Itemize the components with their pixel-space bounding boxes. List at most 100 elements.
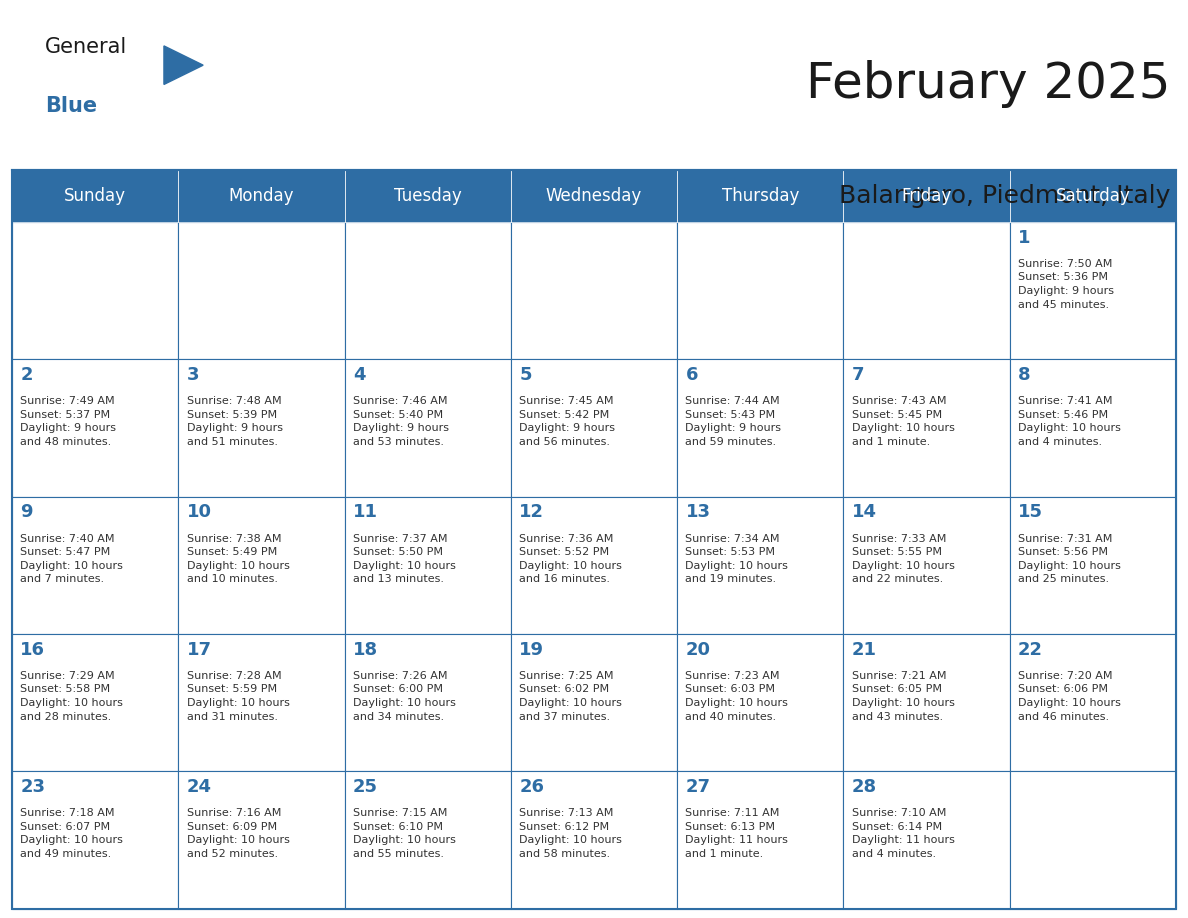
Bar: [12, 170, 178, 222]
Text: Sunrise: 7:49 AM
Sunset: 5:37 PM
Daylight: 9 hours
and 48 minutes.: Sunrise: 7:49 AM Sunset: 5:37 PM Dayligh…: [20, 397, 116, 447]
Text: 14: 14: [852, 503, 877, 521]
Text: 1: 1: [1018, 229, 1031, 247]
Text: 11: 11: [353, 503, 378, 521]
Bar: [1010, 360, 1176, 497]
Bar: [511, 634, 677, 771]
Text: Saturday: Saturday: [1056, 187, 1130, 205]
Bar: [12, 771, 178, 909]
Text: Wednesday: Wednesday: [545, 187, 643, 205]
Text: Sunrise: 7:13 AM
Sunset: 6:12 PM
Daylight: 10 hours
and 58 minutes.: Sunrise: 7:13 AM Sunset: 6:12 PM Dayligh…: [519, 808, 623, 859]
Text: 13: 13: [685, 503, 710, 521]
Bar: [178, 360, 345, 497]
Text: 9: 9: [20, 503, 33, 521]
Bar: [12, 360, 178, 497]
Text: Tuesday: Tuesday: [393, 187, 462, 205]
Text: Sunrise: 7:20 AM
Sunset: 6:06 PM
Daylight: 10 hours
and 46 minutes.: Sunrise: 7:20 AM Sunset: 6:06 PM Dayligh…: [1018, 671, 1121, 722]
Bar: [178, 771, 345, 909]
Text: Sunrise: 7:31 AM
Sunset: 5:56 PM
Daylight: 10 hours
and 25 minutes.: Sunrise: 7:31 AM Sunset: 5:56 PM Dayligh…: [1018, 533, 1121, 585]
Text: Sunrise: 7:33 AM
Sunset: 5:55 PM
Daylight: 10 hours
and 22 minutes.: Sunrise: 7:33 AM Sunset: 5:55 PM Dayligh…: [852, 533, 955, 585]
Text: Sunrise: 7:45 AM
Sunset: 5:42 PM
Daylight: 9 hours
and 56 minutes.: Sunrise: 7:45 AM Sunset: 5:42 PM Dayligh…: [519, 397, 615, 447]
Bar: [677, 170, 843, 222]
Text: Sunday: Sunday: [64, 187, 126, 205]
Text: 25: 25: [353, 778, 378, 796]
Text: Sunrise: 7:26 AM
Sunset: 6:00 PM
Daylight: 10 hours
and 34 minutes.: Sunrise: 7:26 AM Sunset: 6:00 PM Dayligh…: [353, 671, 456, 722]
Bar: [511, 222, 677, 360]
Text: Monday: Monday: [228, 187, 295, 205]
Text: Sunrise: 7:37 AM
Sunset: 5:50 PM
Daylight: 10 hours
and 13 minutes.: Sunrise: 7:37 AM Sunset: 5:50 PM Dayligh…: [353, 533, 456, 585]
Bar: [1010, 222, 1176, 360]
Text: Sunrise: 7:23 AM
Sunset: 6:03 PM
Daylight: 10 hours
and 40 minutes.: Sunrise: 7:23 AM Sunset: 6:03 PM Dayligh…: [685, 671, 789, 722]
Text: 27: 27: [685, 778, 710, 796]
Bar: [843, 222, 1010, 360]
Text: 4: 4: [353, 366, 366, 384]
Bar: [178, 634, 345, 771]
Bar: [345, 170, 511, 222]
Text: Sunrise: 7:46 AM
Sunset: 5:40 PM
Daylight: 9 hours
and 53 minutes.: Sunrise: 7:46 AM Sunset: 5:40 PM Dayligh…: [353, 397, 449, 447]
Text: 18: 18: [353, 641, 378, 658]
Text: 2: 2: [20, 366, 33, 384]
Text: February 2025: February 2025: [805, 60, 1170, 107]
Bar: [345, 634, 511, 771]
Bar: [178, 170, 345, 222]
Bar: [1010, 634, 1176, 771]
Text: Sunrise: 7:34 AM
Sunset: 5:53 PM
Daylight: 10 hours
and 19 minutes.: Sunrise: 7:34 AM Sunset: 5:53 PM Dayligh…: [685, 533, 789, 585]
Bar: [677, 360, 843, 497]
Bar: [511, 360, 677, 497]
Text: Sunrise: 7:43 AM
Sunset: 5:45 PM
Daylight: 10 hours
and 1 minute.: Sunrise: 7:43 AM Sunset: 5:45 PM Dayligh…: [852, 397, 955, 447]
Text: 10: 10: [187, 503, 211, 521]
Text: Blue: Blue: [45, 96, 97, 117]
Bar: [1010, 170, 1176, 222]
Text: 22: 22: [1018, 641, 1043, 658]
Text: General: General: [45, 37, 127, 57]
Text: Sunrise: 7:10 AM
Sunset: 6:14 PM
Daylight: 11 hours
and 4 minutes.: Sunrise: 7:10 AM Sunset: 6:14 PM Dayligh…: [852, 808, 955, 859]
Bar: [843, 497, 1010, 634]
Bar: [511, 170, 677, 222]
Bar: [1010, 771, 1176, 909]
Bar: [12, 497, 178, 634]
Bar: [178, 222, 345, 360]
Text: Sunrise: 7:21 AM
Sunset: 6:05 PM
Daylight: 10 hours
and 43 minutes.: Sunrise: 7:21 AM Sunset: 6:05 PM Dayligh…: [852, 671, 955, 722]
Text: Thursday: Thursday: [721, 187, 800, 205]
Text: 26: 26: [519, 778, 544, 796]
Bar: [12, 222, 178, 360]
Text: 8: 8: [1018, 366, 1031, 384]
Text: Sunrise: 7:44 AM
Sunset: 5:43 PM
Daylight: 9 hours
and 59 minutes.: Sunrise: 7:44 AM Sunset: 5:43 PM Dayligh…: [685, 397, 782, 447]
Bar: [843, 170, 1010, 222]
Text: 28: 28: [852, 778, 877, 796]
Bar: [843, 634, 1010, 771]
Text: Sunrise: 7:40 AM
Sunset: 5:47 PM
Daylight: 10 hours
and 7 minutes.: Sunrise: 7:40 AM Sunset: 5:47 PM Dayligh…: [20, 533, 124, 585]
Bar: [345, 360, 511, 497]
Polygon shape: [164, 46, 203, 84]
Text: Sunrise: 7:25 AM
Sunset: 6:02 PM
Daylight: 10 hours
and 37 minutes.: Sunrise: 7:25 AM Sunset: 6:02 PM Dayligh…: [519, 671, 623, 722]
Bar: [677, 497, 843, 634]
Bar: [345, 222, 511, 360]
Bar: [12, 634, 178, 771]
Text: 3: 3: [187, 366, 200, 384]
Bar: [843, 771, 1010, 909]
Text: Sunrise: 7:36 AM
Sunset: 5:52 PM
Daylight: 10 hours
and 16 minutes.: Sunrise: 7:36 AM Sunset: 5:52 PM Dayligh…: [519, 533, 623, 585]
Text: Sunrise: 7:11 AM
Sunset: 6:13 PM
Daylight: 11 hours
and 1 minute.: Sunrise: 7:11 AM Sunset: 6:13 PM Dayligh…: [685, 808, 789, 859]
Bar: [345, 771, 511, 909]
Text: Sunrise: 7:15 AM
Sunset: 6:10 PM
Daylight: 10 hours
and 55 minutes.: Sunrise: 7:15 AM Sunset: 6:10 PM Dayligh…: [353, 808, 456, 859]
Bar: [677, 634, 843, 771]
Text: 23: 23: [20, 778, 45, 796]
Bar: [511, 497, 677, 634]
Text: 7: 7: [852, 366, 865, 384]
Text: 24: 24: [187, 778, 211, 796]
Text: 19: 19: [519, 641, 544, 658]
Bar: [178, 497, 345, 634]
Text: Friday: Friday: [902, 187, 952, 205]
Text: Sunrise: 7:48 AM
Sunset: 5:39 PM
Daylight: 9 hours
and 51 minutes.: Sunrise: 7:48 AM Sunset: 5:39 PM Dayligh…: [187, 397, 283, 447]
Text: Sunrise: 7:18 AM
Sunset: 6:07 PM
Daylight: 10 hours
and 49 minutes.: Sunrise: 7:18 AM Sunset: 6:07 PM Dayligh…: [20, 808, 124, 859]
Bar: [345, 497, 511, 634]
Text: 5: 5: [519, 366, 532, 384]
Text: 15: 15: [1018, 503, 1043, 521]
Bar: [677, 771, 843, 909]
Text: Sunrise: 7:41 AM
Sunset: 5:46 PM
Daylight: 10 hours
and 4 minutes.: Sunrise: 7:41 AM Sunset: 5:46 PM Dayligh…: [1018, 397, 1121, 447]
Bar: [12, 170, 1176, 909]
Text: Sunrise: 7:38 AM
Sunset: 5:49 PM
Daylight: 10 hours
and 10 minutes.: Sunrise: 7:38 AM Sunset: 5:49 PM Dayligh…: [187, 533, 290, 585]
Bar: [677, 222, 843, 360]
Text: 6: 6: [685, 366, 699, 384]
Bar: [843, 360, 1010, 497]
Text: Sunrise: 7:50 AM
Sunset: 5:36 PM
Daylight: 9 hours
and 45 minutes.: Sunrise: 7:50 AM Sunset: 5:36 PM Dayligh…: [1018, 259, 1114, 309]
